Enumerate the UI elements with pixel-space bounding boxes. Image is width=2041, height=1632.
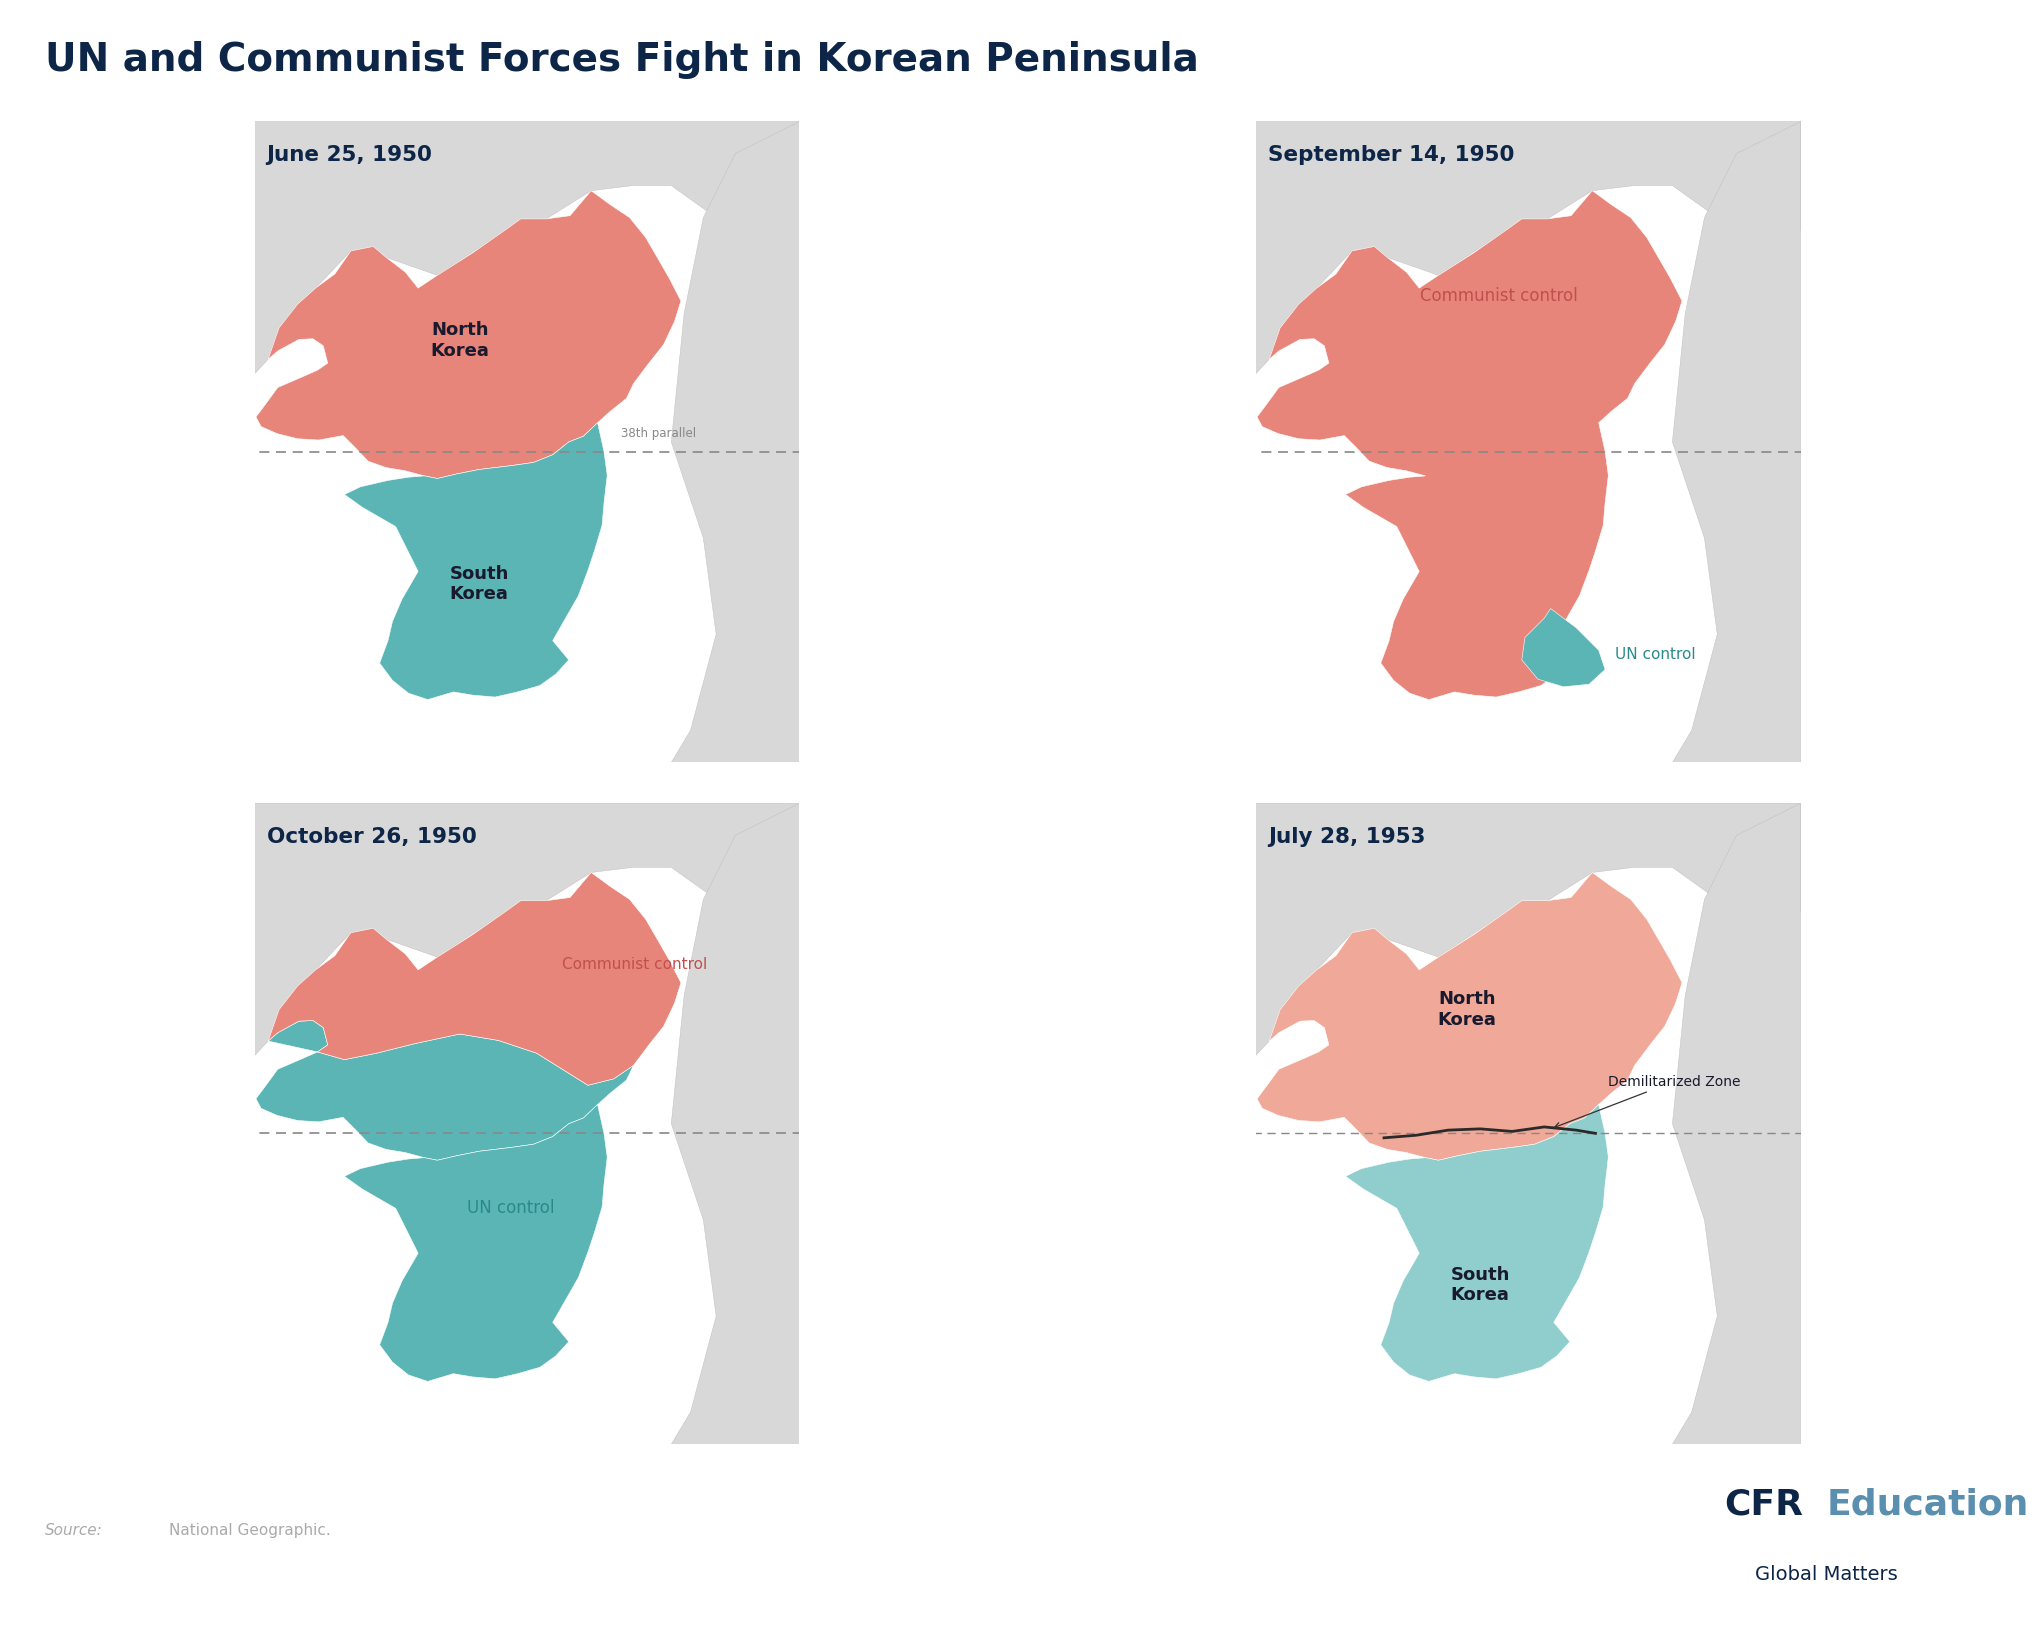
Text: 38th parallel: 38th parallel xyxy=(620,426,696,439)
Polygon shape xyxy=(1672,803,1800,1444)
Text: Communist control: Communist control xyxy=(1421,286,1578,304)
Text: North
Korea: North Korea xyxy=(1437,989,1496,1028)
Text: UN and Communist Forces Fight in Korean Peninsula: UN and Communist Forces Fight in Korean … xyxy=(45,41,1198,78)
Text: June 25, 1950: June 25, 1950 xyxy=(267,145,433,165)
Text: UN control: UN control xyxy=(1614,646,1696,661)
Polygon shape xyxy=(671,122,800,764)
Text: North
Korea: North Korea xyxy=(431,322,490,359)
Text: South
Korea: South Korea xyxy=(1451,1265,1510,1304)
Text: National Geographic.: National Geographic. xyxy=(169,1523,331,1537)
Text: South
Korea: South Korea xyxy=(449,565,508,602)
Polygon shape xyxy=(345,423,608,700)
Polygon shape xyxy=(255,191,682,480)
Text: UN control: UN control xyxy=(467,1198,555,1216)
Polygon shape xyxy=(267,873,682,1085)
Polygon shape xyxy=(1257,873,1682,1160)
Text: Education: Education xyxy=(1827,1487,2029,1521)
Polygon shape xyxy=(127,803,800,1144)
Polygon shape xyxy=(345,1105,608,1382)
Polygon shape xyxy=(1672,122,1800,764)
Polygon shape xyxy=(255,1022,633,1160)
Polygon shape xyxy=(1523,609,1604,687)
Polygon shape xyxy=(127,122,800,462)
Polygon shape xyxy=(1257,191,1682,700)
Text: Communist control: Communist control xyxy=(563,956,708,971)
Polygon shape xyxy=(1345,1105,1608,1382)
Text: July 28, 1953: July 28, 1953 xyxy=(1267,826,1425,845)
Text: October 26, 1950: October 26, 1950 xyxy=(267,826,476,845)
Polygon shape xyxy=(1127,122,1800,462)
Polygon shape xyxy=(1127,803,1800,1144)
Text: Demilitarized Zone: Demilitarized Zone xyxy=(1555,1074,1741,1128)
Text: CFR: CFR xyxy=(1725,1487,1804,1521)
Text: Global Matters: Global Matters xyxy=(1755,1563,1898,1583)
Text: September 14, 1950: September 14, 1950 xyxy=(1267,145,1514,165)
Text: Source:: Source: xyxy=(45,1523,102,1537)
Polygon shape xyxy=(671,803,800,1444)
